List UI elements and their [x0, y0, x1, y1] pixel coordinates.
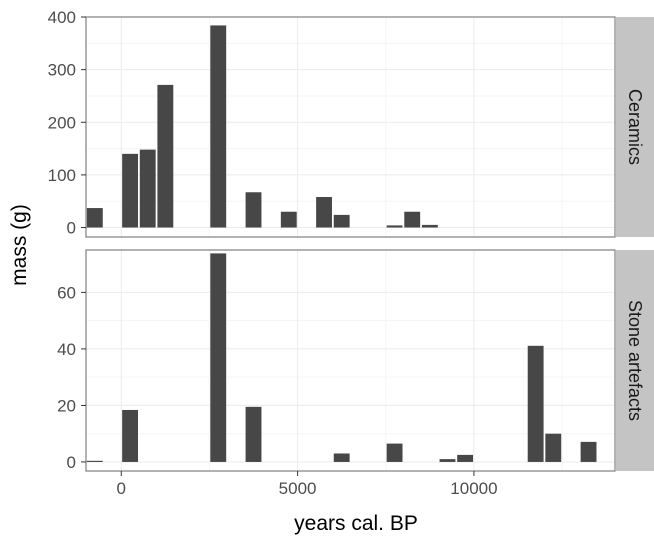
- ceramics-panel-border: [85, 16, 616, 238]
- ceramics-facet-strip: Ceramics: [616, 17, 654, 237]
- stone-artefacts-y-tick-label: 60: [57, 283, 76, 302]
- ceramics-bar: [245, 192, 262, 228]
- ceramics-bar: [210, 25, 227, 228]
- ceramics-bar: [386, 225, 403, 228]
- stone-artefacts-facet-strip: Stone artefacts: [616, 250, 654, 471]
- stone-artefacts-y-tick-label: 20: [57, 396, 76, 415]
- stone-artefacts-bar: [122, 409, 139, 462]
- ceramics-bar: [139, 149, 156, 228]
- x-axis-title: years cal. BP: [294, 512, 418, 535]
- stone-artefacts-bar: [386, 443, 403, 462]
- x-tick-label: 5000: [279, 479, 317, 498]
- ceramics-y-tick-label: 400: [48, 8, 76, 27]
- x-tick-label: 0: [117, 479, 126, 498]
- ceramics-bar: [333, 214, 350, 228]
- bars-layer: [86, 25, 597, 462]
- ceramics-y-tick-label: 300: [48, 61, 76, 80]
- stone-artefacts-panel-border: [85, 249, 616, 472]
- stone-artefacts-strip-background: [616, 250, 654, 471]
- ceramics-strip-background: [616, 17, 654, 237]
- ceramics-bar: [421, 224, 438, 228]
- panels-layer: [86, 16, 615, 471]
- stone-artefacts-bar: [457, 454, 474, 462]
- ceramics-bar: [404, 211, 421, 228]
- stone-artefacts-bar: [86, 460, 103, 462]
- stone-artefacts-y-tick-label: 0: [67, 453, 76, 472]
- stone-artefacts-bar: [210, 253, 227, 462]
- ceramics-bar: [86, 208, 103, 228]
- ceramics-y-tick-label: 0: [67, 219, 76, 238]
- ceramics-bar: [316, 197, 332, 228]
- ceramics-y-tick-label: 200: [48, 113, 76, 132]
- ceramics-y-tick-label: 100: [48, 166, 76, 185]
- x-tick-label: 10000: [450, 479, 497, 498]
- stone-artefacts-strip-label: Stone artefacts: [625, 300, 645, 421]
- axis-layer: 0 100 200 300 400 Ceramics 0 20 40 60 Stone artefa…: [48, 8, 654, 498]
- ceramics-strip-label: Ceramics: [625, 89, 645, 165]
- stone-artefacts-bar: [245, 406, 262, 462]
- stone-artefacts-bar: [333, 453, 350, 462]
- ceramics-bar: [280, 211, 297, 228]
- stone-artefacts-bar: [527, 345, 544, 462]
- stone-artefacts-bar: [580, 441, 597, 462]
- ceramics-bar: [122, 153, 139, 228]
- stone-artefacts-y-tick-label: 40: [57, 340, 76, 359]
- stone-artefacts-bar: [545, 433, 562, 462]
- ceramics-panel-background: [86, 17, 615, 237]
- y-axis-title: mass (g): [8, 204, 31, 286]
- stone-artefacts-bar: [439, 459, 456, 462]
- ceramics-bar: [157, 84, 174, 228]
